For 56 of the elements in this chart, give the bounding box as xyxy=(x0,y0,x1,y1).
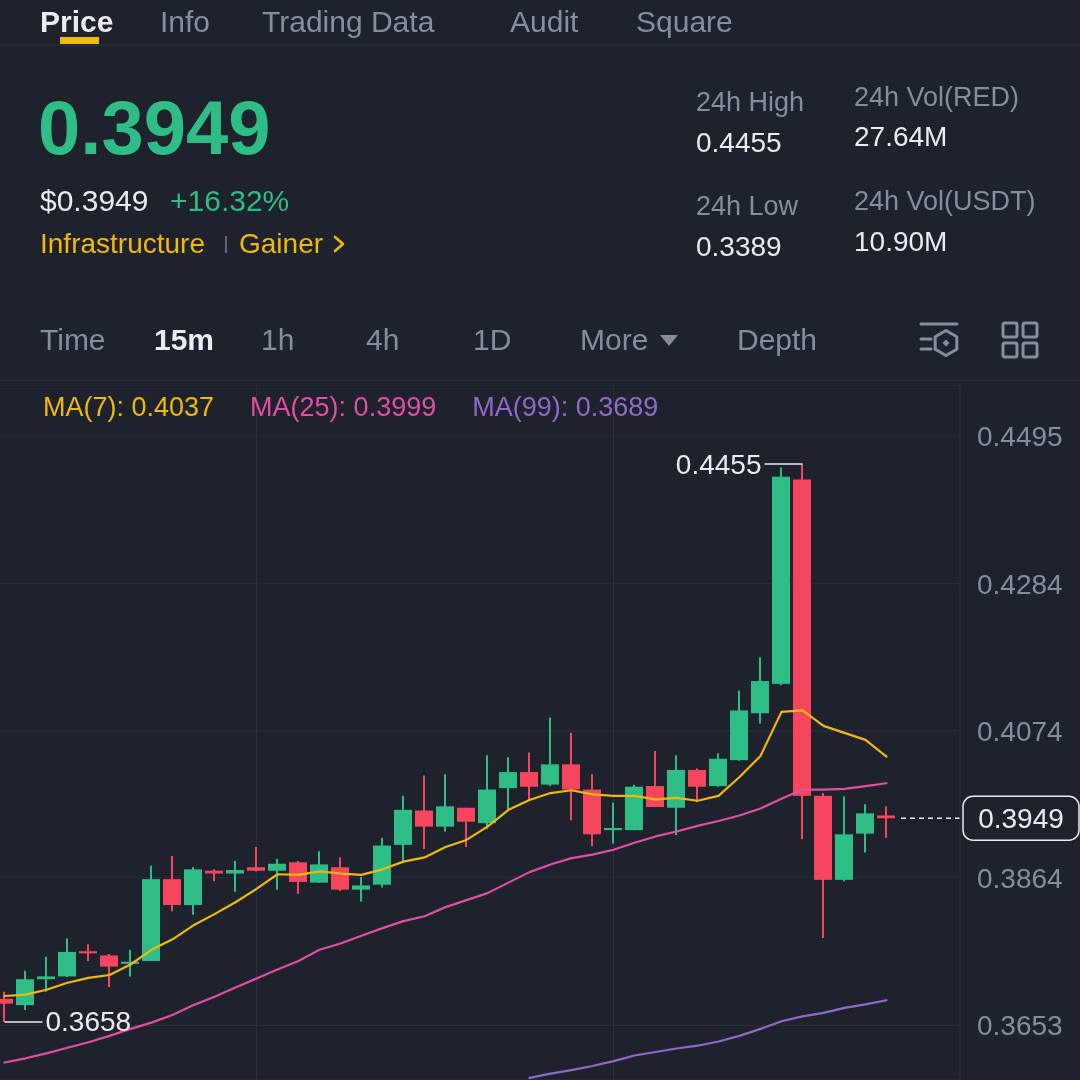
annotation: 0.4455 xyxy=(675,448,762,480)
candlestick xyxy=(247,845,265,873)
candlestick xyxy=(457,806,475,848)
text: MA(99): 0.3689 xyxy=(472,391,659,423)
text: Audit xyxy=(510,4,579,40)
text: Depth xyxy=(737,322,818,358)
text: MA(7): 0.4037 xyxy=(43,391,215,423)
text: Infrastructure xyxy=(40,227,205,261)
text: Trading Data xyxy=(262,4,435,40)
line-series xyxy=(528,999,888,1079)
annotation: 0.3658 xyxy=(45,1006,132,1038)
text: 15m xyxy=(154,322,215,358)
y-tick-label: 0.3864 xyxy=(977,862,1063,894)
text: 24h Vol(USDT) xyxy=(854,184,1036,218)
line-series xyxy=(3,782,888,1064)
text: 27.64M xyxy=(854,120,948,154)
candlestick xyxy=(877,805,895,839)
text: 24h Vol(RED) xyxy=(854,80,1020,114)
ref-line-label: 0.3949 xyxy=(978,802,1064,834)
text: 0.3389 xyxy=(696,230,782,264)
text: 24h Low xyxy=(696,189,799,223)
candlestick xyxy=(100,953,118,988)
text: Info xyxy=(160,4,211,40)
text: 4h xyxy=(366,322,400,358)
candlestick xyxy=(331,856,349,893)
text: Time xyxy=(40,322,106,358)
text: 24h High xyxy=(696,85,805,119)
text: Gainer xyxy=(239,227,324,261)
candlestick xyxy=(646,750,664,809)
candlestick xyxy=(37,955,55,993)
candlestick xyxy=(226,859,244,893)
candlestick xyxy=(436,773,454,833)
candlestick xyxy=(499,756,517,811)
text: 10.90M xyxy=(854,225,948,259)
candlestick xyxy=(268,857,286,891)
candlestick xyxy=(604,801,622,845)
text: 0.3949 xyxy=(38,84,271,173)
candlestick xyxy=(352,876,370,903)
candlestick xyxy=(520,751,538,802)
text: Price xyxy=(40,4,114,40)
text: MA(25): 0.3999 xyxy=(250,391,437,423)
text: Square xyxy=(636,4,733,40)
text: 1h xyxy=(261,322,295,358)
candlestick xyxy=(289,859,307,895)
y-tick-label: 0.4074 xyxy=(977,715,1063,747)
text: More xyxy=(580,322,649,358)
candlestick xyxy=(856,803,874,854)
y-tick-label: 0.3653 xyxy=(977,1010,1063,1042)
text: 1D xyxy=(473,322,512,358)
y-tick-label: 0.4495 xyxy=(977,421,1063,453)
candlestick xyxy=(415,774,433,851)
text: +16.32% xyxy=(170,183,290,219)
y-tick-label: 0.4284 xyxy=(977,568,1063,600)
text: 0.4455 xyxy=(696,126,782,160)
text: $0.3949 xyxy=(40,183,149,219)
candlestick xyxy=(541,716,559,788)
